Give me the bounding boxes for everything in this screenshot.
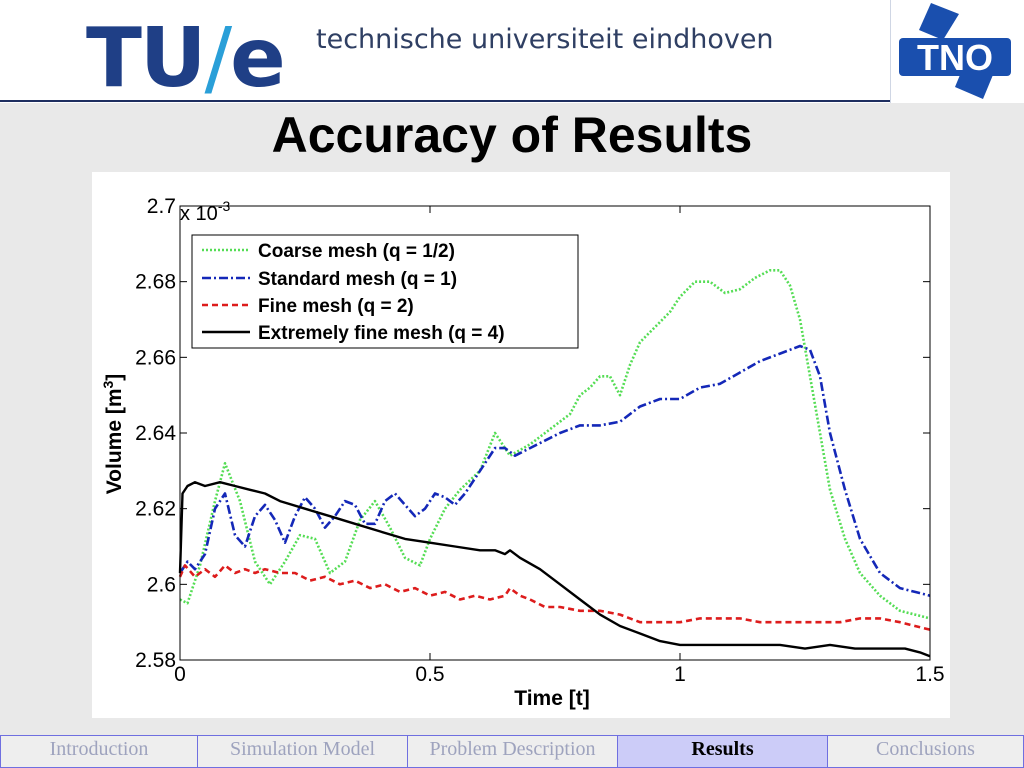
y-tick-label: 2.58 — [135, 649, 176, 672]
legend-label-fine: Fine mesh (q = 2) — [258, 296, 414, 317]
legend-label-extremely-fine: Extremely fine mesh (q = 4) — [258, 323, 505, 344]
slide-header: TU/e technische universiteit eindhoven T… — [0, 0, 1024, 103]
x-tick-label: 0.5 — [415, 663, 444, 686]
y-axis-label-sup: 3 — [100, 381, 116, 389]
slide-title: Accuracy of Results — [271, 107, 753, 163]
legend-label-coarse: Coarse mesh (q = 1/2) — [258, 241, 455, 262]
chart-panel: 0 0.5 1 1.5 2.58 2.6 2.62 2.64 2.66 2.68 2.7 x 10-… — [92, 172, 950, 718]
y-tick-label: 2.7 — [147, 195, 176, 218]
y-axis-label: Volume [m3] — [100, 374, 126, 495]
y-tick-label: 2.6 — [147, 573, 176, 596]
logo-e: e — [230, 11, 286, 106]
legend-label-standard: Standard mesh (q = 1) — [258, 269, 457, 290]
tno-logo-graphic: TNO — [899, 3, 1011, 99]
section-nav: Introduction Simulation Model Problem De… — [0, 735, 1024, 768]
series-layer — [178, 269, 931, 658]
logo-text: TU — [86, 11, 207, 106]
logo-slash: / — [204, 11, 233, 106]
x-tick-label: 1.5 — [915, 663, 944, 686]
legend: Coarse mesh (q = 1/2) Standard mesh (q =… — [191, 234, 579, 349]
nav-simulation-model[interactable]: Simulation Model — [197, 735, 407, 768]
y-tick-label: 2.62 — [135, 498, 176, 521]
tno-logo: TNO — [890, 0, 1024, 103]
y-tick-label: 2.64 — [135, 422, 176, 445]
series-line-standard — [178, 344, 931, 597]
x-tick-label: 0 — [174, 663, 186, 686]
series-line-extremely-fine — [178, 481, 931, 658]
university-name: technische universiteit eindhoven — [316, 24, 774, 55]
nav-conclusions[interactable]: Conclusions — [827, 735, 1024, 768]
ticks-layer: 0 0.5 1 1.5 2.58 2.6 2.62 2.64 2.66 2.68 2.7 — [135, 195, 944, 686]
y-multiplier: x 10-3 — [180, 198, 230, 225]
y-axis-label-end: ] — [103, 374, 126, 381]
tue-logo: TU/e — [86, 18, 286, 100]
y-axis-label-main: Volume [m — [103, 389, 126, 495]
nav-introduction[interactable]: Introduction — [0, 735, 197, 768]
legend-box — [191, 234, 579, 349]
x-tick-label: 1 — [674, 663, 686, 686]
y-tick-label: 2.66 — [135, 346, 176, 369]
y-tick-label: 2.68 — [135, 271, 176, 294]
y-multiplier-exp: -3 — [218, 198, 231, 214]
nav-problem-description[interactable]: Problem Description — [407, 735, 617, 768]
y-multiplier-base: x 10 — [180, 203, 218, 225]
volume-chart: 0 0.5 1 1.5 2.58 2.6 2.62 2.64 2.66 2.68 2.7 x 10-… — [100, 195, 945, 710]
nav-results[interactable]: Results — [617, 735, 827, 768]
series-line-fine — [178, 564, 931, 631]
header-divider — [0, 100, 892, 102]
x-axis-label: Time [t] — [514, 687, 589, 710]
tno-logo-text: TNO — [917, 37, 993, 78]
series-line-coarse — [179, 269, 931, 620]
